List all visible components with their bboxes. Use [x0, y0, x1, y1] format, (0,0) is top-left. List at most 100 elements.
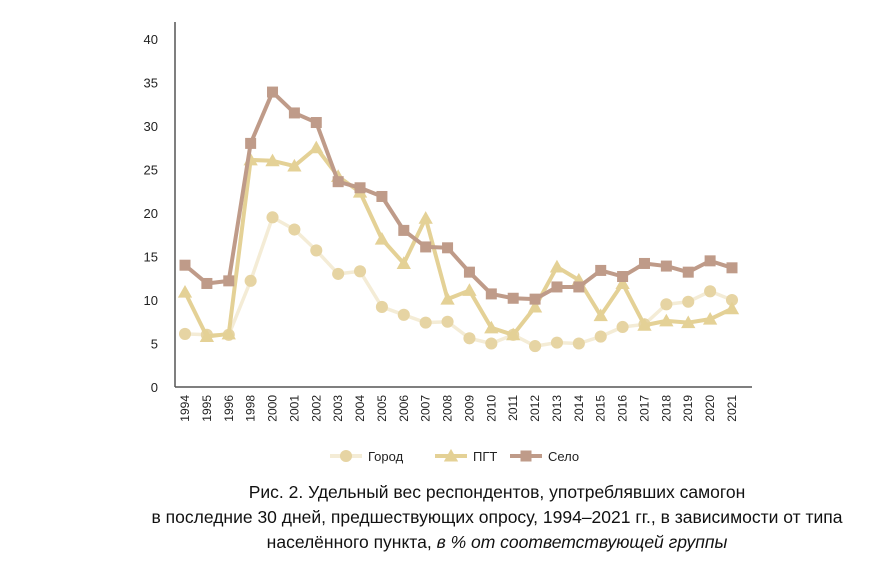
- x-tick-label: 2014: [572, 395, 586, 422]
- x-tick-label: 1998: [244, 395, 258, 422]
- data-point-ПГТ: [309, 140, 324, 154]
- legend-label: Город: [368, 449, 404, 464]
- x-tick-label: 2013: [550, 395, 564, 422]
- legend-marker-icon: [339, 449, 353, 463]
- x-tick-label: 2000: [266, 395, 280, 422]
- data-point-Город: [244, 274, 257, 287]
- figure-caption: Рис. 2. Удельный вес респондентов, употр…: [0, 480, 887, 555]
- data-point-Город: [550, 336, 564, 349]
- y-tick-label: 40: [144, 32, 158, 47]
- data-point-Город: [353, 265, 367, 278]
- data-point-Село: [551, 281, 563, 293]
- x-tick-label: 2018: [659, 395, 673, 422]
- y-tick-label: 15: [144, 250, 158, 265]
- data-point-Село: [660, 260, 672, 272]
- data-point-Село: [267, 86, 279, 98]
- data-point-ПГТ: [659, 313, 674, 327]
- y-tick-label: 5: [151, 337, 158, 352]
- data-point-Село: [442, 242, 454, 254]
- data-point-ПГТ: [593, 308, 608, 322]
- data-point-Город: [419, 316, 432, 329]
- y-tick-label: 35: [144, 76, 158, 91]
- x-tick-label: 2005: [375, 395, 389, 422]
- data-point-Город: [332, 267, 345, 280]
- data-point-Село: [507, 292, 519, 304]
- data-point-Город: [725, 293, 739, 307]
- data-point-Село: [617, 271, 629, 283]
- x-tick-label: 2020: [703, 395, 717, 422]
- x-tick-label: 1995: [200, 395, 214, 422]
- data-point-ПГТ: [506, 327, 521, 341]
- data-point-Село: [463, 266, 475, 278]
- data-point-Город: [178, 327, 192, 340]
- data-point-Село: [726, 262, 738, 274]
- data-point-Город: [266, 211, 279, 224]
- legend-marker-icon: [520, 450, 532, 462]
- x-tick-label: 2009: [462, 395, 476, 422]
- data-point-Город: [594, 330, 607, 343]
- legend-marker-icon: [443, 448, 459, 462]
- y-tick-label: 10: [144, 293, 158, 308]
- data-point-ПГТ: [177, 285, 193, 298]
- data-point-Село: [529, 293, 541, 305]
- data-point-Село: [179, 259, 191, 271]
- data-point-ПГТ: [462, 283, 477, 296]
- data-point-Город: [682, 295, 695, 308]
- data-point-Село: [288, 107, 300, 119]
- data-point-ПГТ: [527, 299, 543, 313]
- x-tick-label: 2008: [441, 395, 455, 422]
- y-tick-label: 30: [144, 119, 158, 134]
- x-tick-label: 2017: [637, 395, 651, 422]
- data-point-Село: [310, 117, 322, 129]
- caption-line-2: в последние 30 дней, предшествующих опро…: [151, 507, 843, 527]
- data-point-Город: [288, 223, 301, 236]
- data-point-Село: [223, 275, 235, 287]
- x-tick-label: 2010: [484, 395, 498, 422]
- data-point-Город: [572, 337, 585, 350]
- x-tick-label: 2007: [419, 395, 433, 422]
- x-tick-label: 2006: [397, 395, 411, 422]
- x-tick-label: 1994: [178, 395, 192, 422]
- data-point-Город: [463, 332, 476, 345]
- x-tick-label: 2019: [681, 395, 695, 422]
- data-point-Город: [704, 285, 717, 298]
- data-point-Город: [375, 300, 388, 314]
- x-tick-label: 2011: [506, 395, 520, 421]
- data-point-Село: [704, 255, 716, 267]
- y-tick-label: 20: [144, 206, 158, 221]
- data-point-ПГТ: [221, 326, 236, 340]
- data-point-Город: [616, 320, 629, 334]
- data-point-Город: [660, 298, 673, 311]
- caption-line-3-italic: в % от соответствующей группы: [436, 532, 728, 552]
- data-point-ПГТ: [287, 158, 302, 172]
- data-point-ПГТ: [265, 153, 280, 167]
- x-tick-label: 2002: [309, 395, 323, 422]
- data-point-ПГТ: [396, 256, 411, 269]
- data-point-Город: [485, 337, 498, 350]
- data-point-Село: [682, 266, 694, 278]
- data-point-ПГТ: [724, 301, 740, 315]
- data-point-Село: [376, 190, 388, 202]
- x-tick-label: 1996: [222, 395, 236, 422]
- data-point-ПГТ: [440, 291, 455, 305]
- data-point-ПГТ: [615, 276, 630, 289]
- y-tick-label: 25: [144, 163, 158, 178]
- data-point-ПГТ: [549, 259, 565, 273]
- x-tick-label: 2016: [616, 395, 630, 422]
- data-point-Село: [485, 288, 497, 300]
- data-point-Село: [245, 137, 257, 149]
- series-line-ПГТ: [183, 145, 733, 339]
- data-point-ПГТ: [681, 315, 696, 329]
- data-point-Город: [441, 315, 454, 328]
- caption-line-3-plain: населённого пункта,: [266, 532, 437, 552]
- x-tick-label: 2004: [353, 395, 367, 422]
- line-chart: 0 5 10 15 20 25 30 35 40 1994 1995 1996 1998 2000 2001…: [144, 22, 752, 464]
- data-point-ПГТ: [374, 231, 390, 245]
- data-point-Село: [398, 224, 410, 236]
- x-tick-label: 2012: [528, 395, 542, 422]
- x-tick-label: 2021: [725, 395, 739, 422]
- data-point-Село: [638, 257, 650, 269]
- data-point-Город: [529, 340, 542, 353]
- legend-label: Село: [548, 449, 579, 464]
- data-point-Село: [201, 277, 213, 289]
